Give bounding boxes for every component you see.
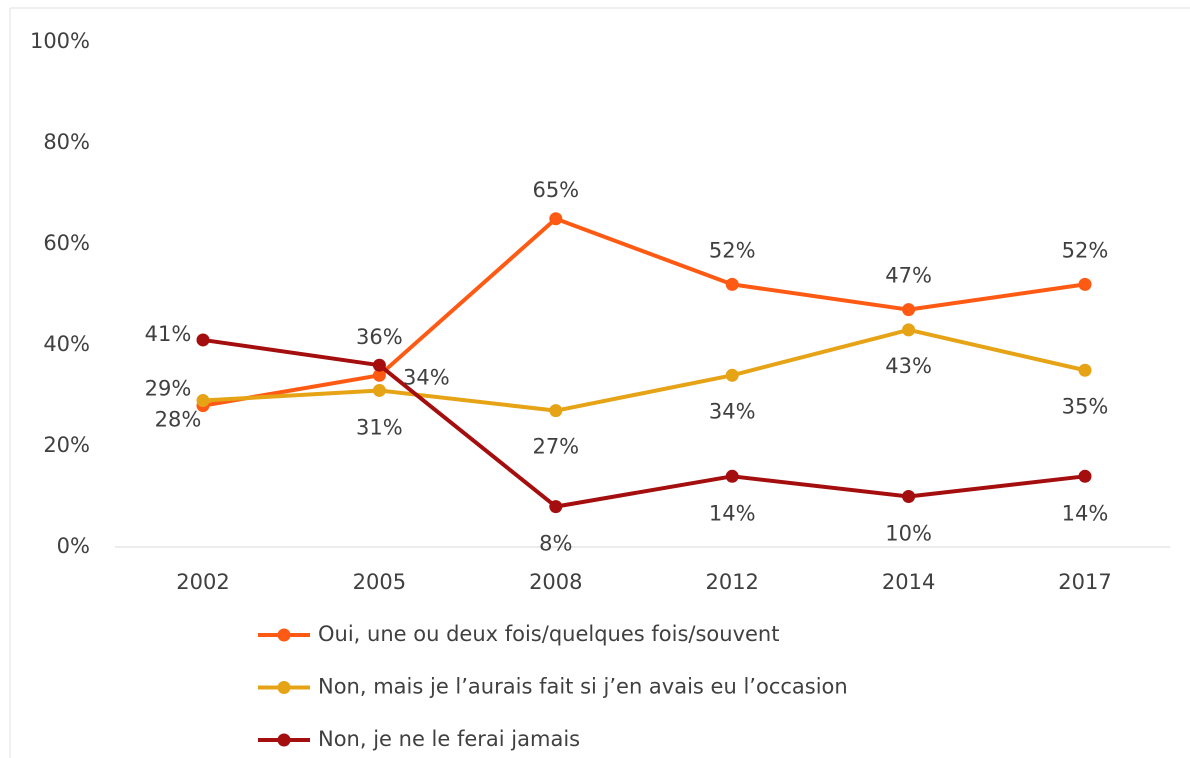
x-tick-label: 2012 [705, 570, 758, 594]
data-point [1078, 363, 1092, 377]
data-label: 29% [145, 377, 192, 401]
series-line [202, 216, 1086, 408]
y-tick-label: 80% [43, 130, 90, 154]
data-label: 34% [709, 399, 756, 423]
y-tick-label: 0% [57, 534, 90, 558]
x-tick-label: 2017 [1058, 570, 1111, 594]
data-label: 52% [709, 238, 756, 262]
x-tick-label: 2005 [353, 570, 406, 594]
series-line [202, 327, 1086, 413]
data-point [725, 368, 739, 382]
data-label: 28% [155, 408, 202, 432]
y-tick-label: 40% [43, 332, 90, 356]
data-label: 8% [539, 532, 572, 556]
data-point [372, 358, 386, 372]
legend-marker [277, 681, 291, 694]
data-label: 43% [885, 354, 932, 378]
legend-label: Oui, une ou deux fois/quelques fois/souv… [318, 622, 779, 646]
x-tick-label: 2014 [882, 570, 935, 594]
data-label: 65% [532, 178, 579, 202]
y-tick-label: 60% [43, 231, 90, 255]
data-label: 34% [403, 365, 450, 389]
data-label: 52% [1062, 238, 1109, 262]
data-point [372, 383, 386, 397]
legend-label: Non, mais je l’aurais fait si j’en avais… [318, 675, 848, 699]
data-point [725, 277, 739, 291]
data-point [902, 323, 916, 337]
x-tick-label: 2002 [176, 570, 229, 594]
legend-label: Non, je ne le ferai jamais [318, 727, 580, 751]
data-point [1078, 277, 1092, 291]
data-point [902, 303, 916, 317]
data-point [549, 500, 563, 514]
data-point [372, 368, 386, 382]
y-tick-label: 100% [30, 29, 90, 53]
data-label: 41% [145, 322, 192, 346]
data-point [549, 404, 563, 418]
x-tick-label: 2008 [529, 570, 582, 594]
data-point [725, 469, 739, 483]
series-line [202, 337, 1086, 509]
data-label: 27% [532, 435, 579, 459]
data-point [902, 490, 916, 503]
data-label: 10% [885, 522, 932, 546]
legend-marker [277, 628, 291, 642]
data-label: 31% [356, 415, 403, 439]
data-label: 47% [885, 264, 932, 288]
data-label: 14% [709, 501, 756, 525]
data-point [196, 394, 210, 408]
data-label: 36% [356, 325, 403, 349]
legend-marker [277, 733, 291, 747]
data-label: 35% [1062, 394, 1109, 418]
data-point [549, 212, 563, 226]
data-label: 14% [1062, 501, 1109, 525]
data-point [1078, 469, 1092, 483]
data-point [196, 333, 210, 347]
y-tick-label: 20% [43, 433, 90, 457]
